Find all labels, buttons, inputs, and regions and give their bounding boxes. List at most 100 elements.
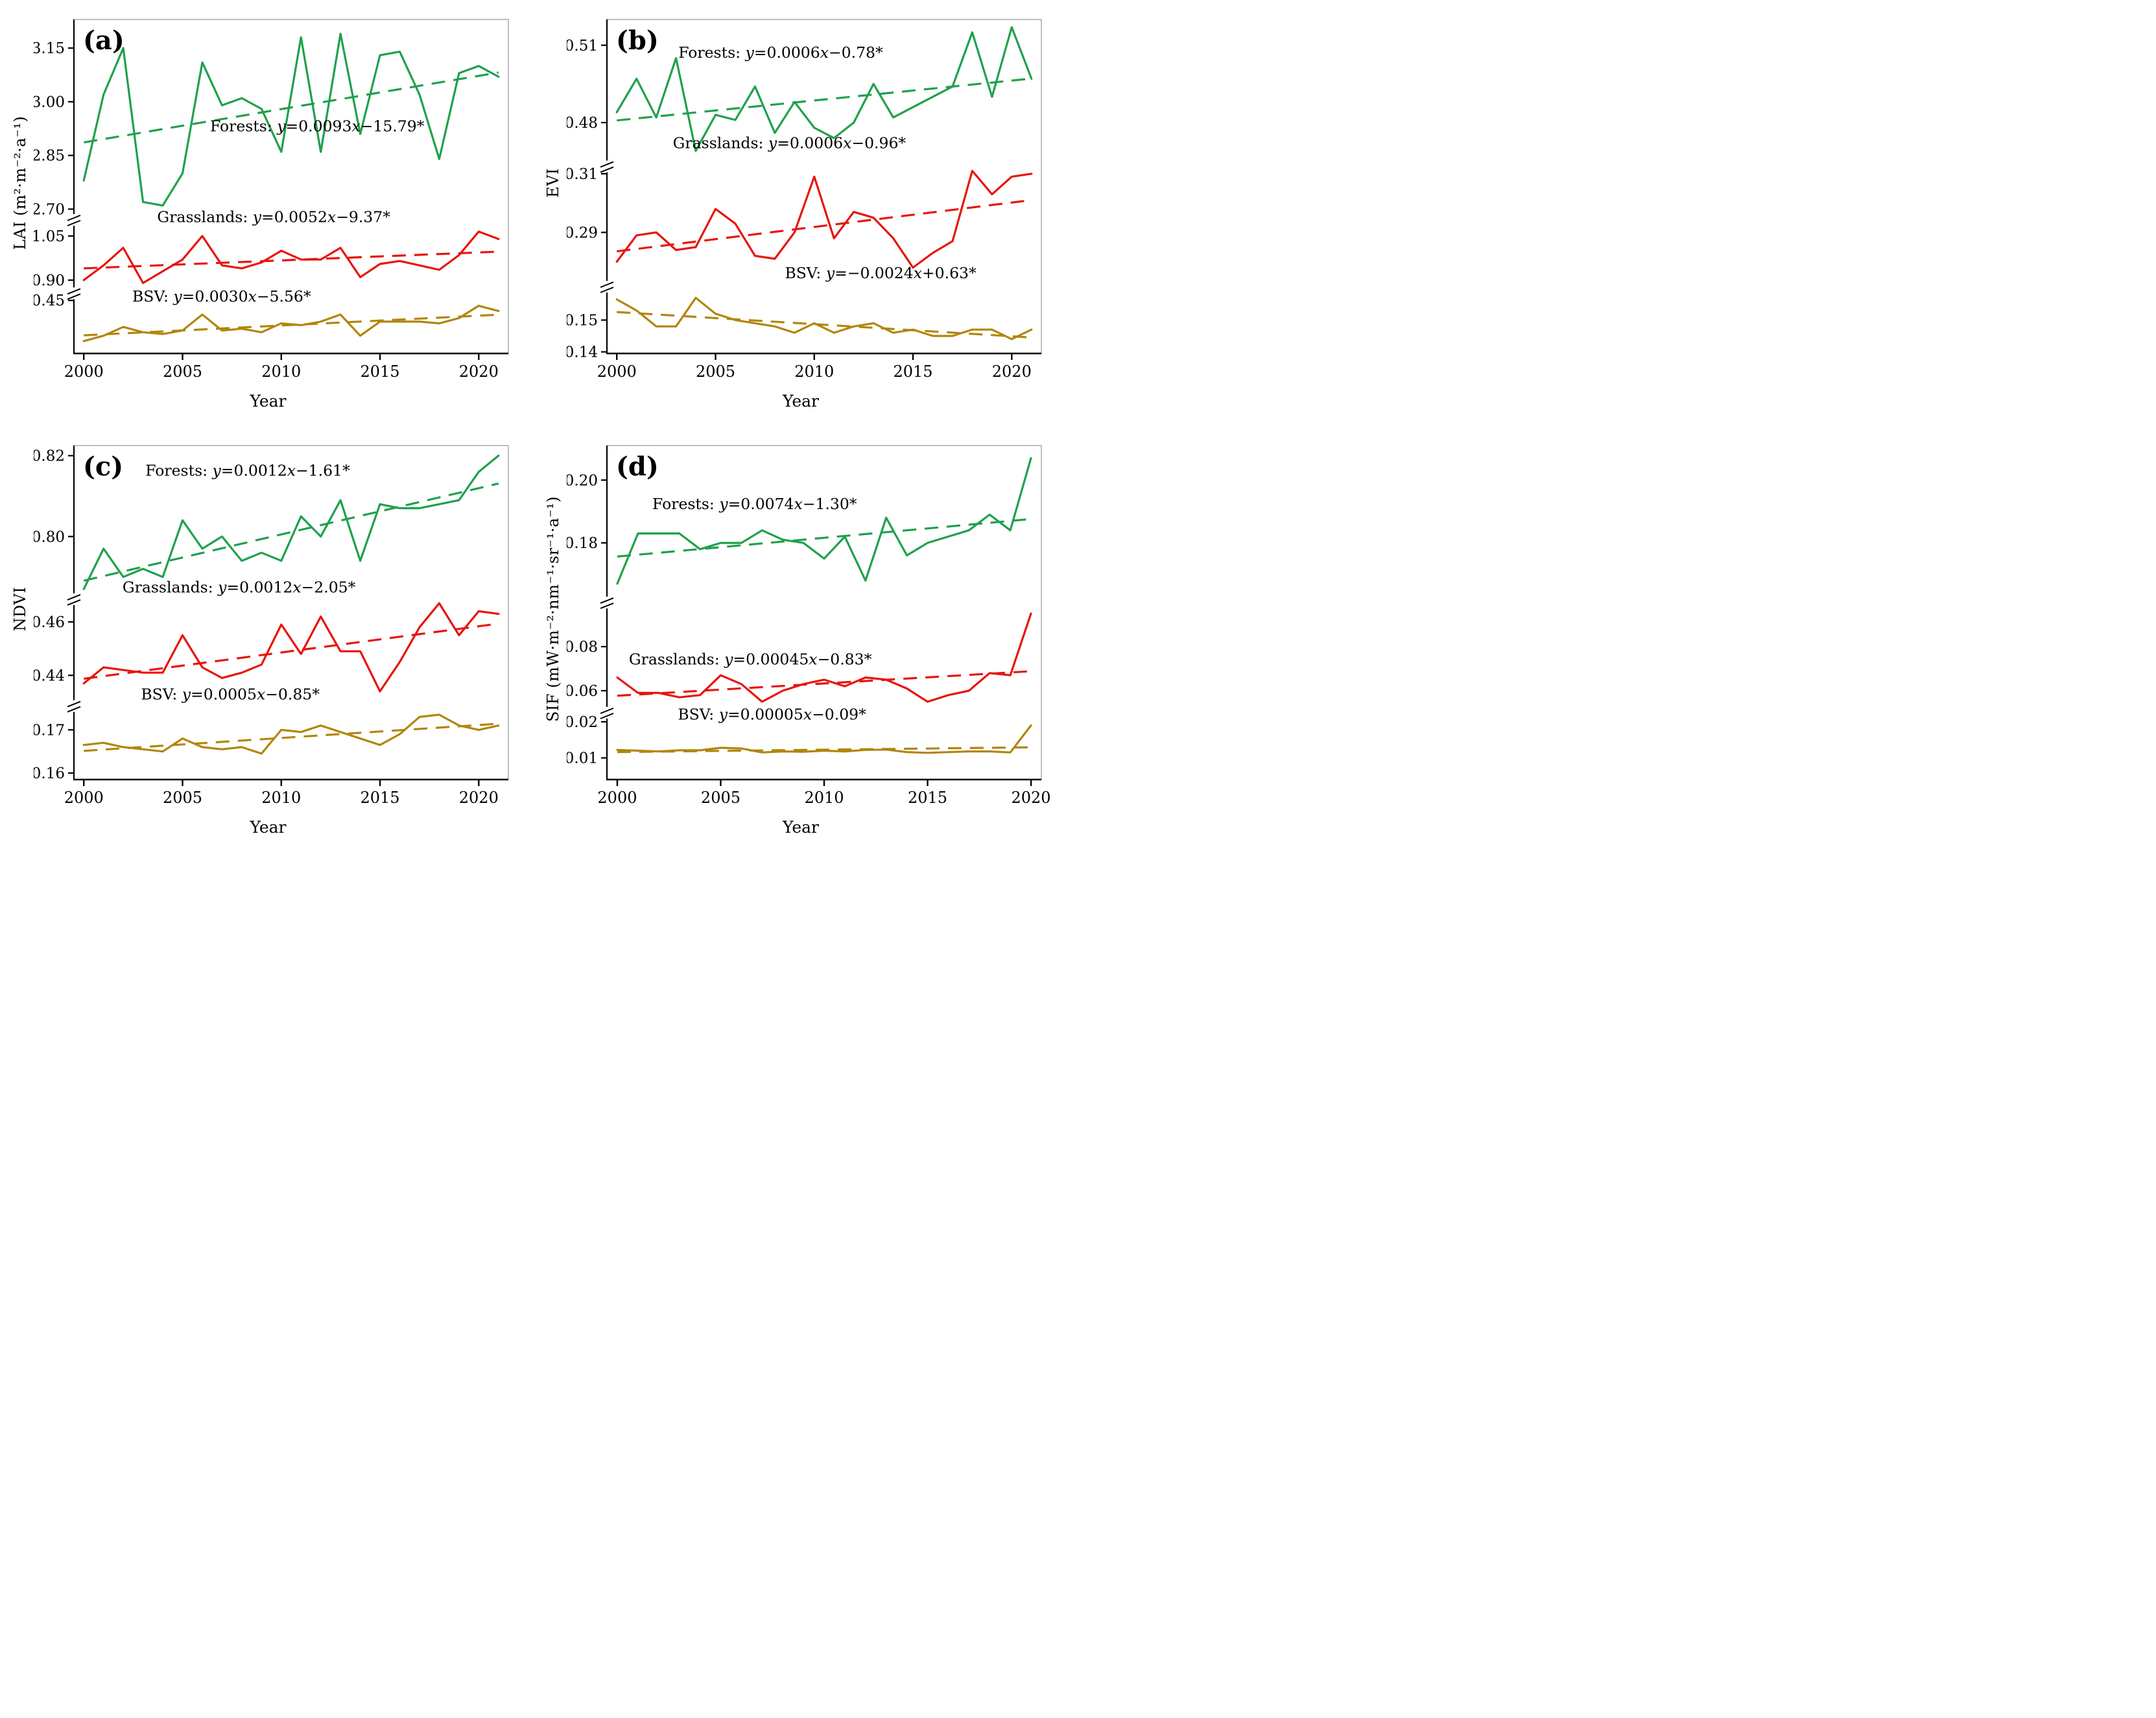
y-tick-label: 0.45	[34, 292, 65, 309]
y-tick-label: 2.70	[34, 201, 65, 218]
x-axis-ticks: 2000 2005 2010 2015 2020	[597, 353, 1031, 381]
x-tick-label: 2015	[907, 789, 947, 807]
panel-d-y-axis-title: SIF (mW·m⁻²·nm⁻¹·sr⁻¹·a⁻¹)	[543, 495, 562, 722]
grasslands-line	[615, 612, 1032, 703]
x-axis-ticks: 2000 2005 2010 2015 2020	[64, 779, 499, 807]
y-tick-label: 0.14	[567, 344, 598, 361]
axis-break-icon	[600, 160, 613, 173]
y-tick-label: 3.00	[34, 94, 65, 111]
bsv-line	[82, 304, 500, 342]
forests-series-group	[82, 454, 500, 590]
grasslands-trend-line	[617, 669, 1031, 697]
axis-break-icon	[600, 706, 613, 719]
forests-trend-line	[616, 77, 1032, 122]
y-tick-label: 0.06	[567, 683, 598, 700]
panel-c: NDVI 0.80 0.82 0.44 0.46 0.16 0.17 2000 2005 201…	[6, 430, 539, 856]
panel-letter-c: (c)	[83, 451, 123, 482]
y-tick-label: 0.17	[34, 722, 65, 739]
y-tick-label: 0.44	[34, 667, 65, 684]
forests-line	[615, 26, 1032, 152]
forests-equation-label: Forests: y=0.0006x−0.78*	[678, 43, 883, 62]
x-tick-label: 2005	[700, 789, 740, 807]
axis-break-icon	[67, 214, 81, 226]
forests-series-group	[615, 26, 1032, 152]
panel-a-x-axis-title: Year	[250, 392, 287, 411]
panel-c-ylabel-wrap: NDVI	[6, 430, 34, 819]
y-tick-label: 0.90	[34, 272, 65, 289]
forests-equation-label: Forests: y=0.0074x−1.30*	[652, 494, 857, 512]
grasslands-line	[82, 602, 500, 693]
x-axis-ticks: 2000 2005 2010 2015 2020	[64, 353, 499, 381]
forests-trend-line	[83, 482, 499, 582]
axis-break-icon	[67, 700, 81, 713]
grasslands-series-group	[82, 230, 500, 284]
bsv-line	[615, 296, 1032, 340]
bsv-series-group	[82, 713, 500, 755]
grasslands-series-group	[82, 602, 500, 693]
x-tick-label: 2000	[64, 789, 104, 807]
y-tick-label: 2.85	[34, 148, 65, 165]
panel-b-x-axis-title: Year	[783, 392, 819, 411]
x-tick-label: 2015	[893, 363, 932, 381]
y-tick-label: 0.29	[567, 224, 598, 241]
y-tick-label: 0.31	[567, 166, 598, 183]
grasslands-equation-label: Grasslands: y=0.0012x−2.05*	[123, 578, 356, 596]
y-tick-label: 3.15	[34, 40, 65, 57]
bsv-series-group	[615, 724, 1032, 754]
axis-break-icon	[67, 593, 81, 606]
forests-series-group	[82, 32, 500, 207]
y-tick-label: 0.01	[567, 750, 598, 767]
panel-letter-b: (b)	[616, 25, 659, 56]
bsv-line	[82, 713, 500, 755]
panel-d-x-axis-title: Year	[783, 817, 819, 837]
panel-a-y-axis-title: LAI (m²·m⁻²·a⁻¹)	[11, 115, 29, 250]
bsv-series-group	[615, 296, 1032, 340]
y-tick-label: 0.51	[567, 38, 598, 54]
y-tick-label: 0.08	[567, 639, 598, 656]
forests-series-group	[615, 457, 1032, 585]
x-tick-label: 2005	[695, 363, 735, 381]
forests-trend-line	[83, 71, 499, 144]
bsv-equation-label: BSV: y=0.0005x−0.85*	[141, 685, 320, 703]
grasslands-trend-line	[84, 250, 499, 270]
y-tick-label: 0.02	[567, 713, 598, 730]
y-tick-label: 0.20	[567, 472, 598, 489]
panel-letter-a: (a)	[83, 25, 124, 56]
x-tick-label: 2010	[804, 789, 844, 807]
panel-d: SIF (mW·m⁻²·nm⁻¹·sr⁻¹·a⁻¹) 0.18 0.20 0.06 0…	[539, 430, 1072, 856]
panel-c-x-axis-title: Year	[250, 817, 287, 837]
panel-letter-d: (d)	[616, 451, 659, 482]
x-tick-label: 2010	[261, 789, 301, 807]
x-tick-label: 2010	[794, 363, 834, 381]
x-tick-label: 2005	[163, 789, 202, 807]
grasslands-line	[82, 230, 500, 284]
forests-line	[82, 32, 500, 207]
bsv-trend-line	[84, 722, 499, 752]
panel-a-row: LAI (m²·m⁻²·a⁻¹) 2.70 2.85 3.00 3.15 0.90 1.0…	[6, 4, 517, 393]
y-axis-ticks: 0.48 0.51 0.29 0.31 0.14 0.15	[564, 38, 607, 361]
x-tick-label: 2000	[597, 789, 637, 807]
panel-b-y-axis-title: EVI	[543, 168, 562, 198]
chart-canvas-d: 0.18 0.20 0.06 0.08 0.01 0.02 2000 2005 2010 2015…	[564, 444, 1050, 807]
panel-c-row: NDVI 0.80 0.82 0.44 0.46 0.16 0.17 2000 2005 201…	[6, 430, 517, 819]
y-axis-ticks: 2.70 2.85 3.00 3.15 0.90 1.05 0.45	[32, 40, 74, 309]
panel-b-ylabel-wrap: EVI	[539, 4, 567, 393]
panel-d-chart: 0.18 0.20 0.06 0.08 0.01 0.02 2000 2005 2010 2015…	[564, 430, 1050, 819]
x-tick-label: 2000	[64, 363, 104, 381]
bsv-equation-label: BSV: y=0.0030x−5.56*	[132, 287, 311, 305]
x-tick-label: 2020	[991, 363, 1031, 381]
y-tick-label: 0.48	[567, 115, 598, 132]
x-tick-label: 2015	[361, 789, 400, 807]
bsv-equation-label: BSV: y=0.00005x−0.09*	[678, 705, 866, 723]
grasslands-trend-line	[84, 622, 499, 680]
forests-equation-label: Forests: y=0.0093x−15.79*	[210, 117, 425, 136]
y-tick-label: 0.15	[567, 313, 598, 329]
four-panel-trend-figure: LAI (m²·m⁻²·a⁻¹) 2.70 2.85 3.00 3.15 0.90 1.0…	[0, 0, 1078, 859]
bsv-line	[615, 724, 1032, 754]
axis-break-icon	[600, 281, 613, 293]
x-tick-label: 2000	[597, 363, 636, 381]
x-tick-label: 2010	[261, 363, 301, 381]
panel-c-chart: 0.80 0.82 0.44 0.46 0.16 0.17 2000 2005 2010 2015…	[32, 430, 517, 819]
bsv-trend-line	[616, 311, 1032, 339]
grasslands-series-group	[615, 169, 1032, 269]
